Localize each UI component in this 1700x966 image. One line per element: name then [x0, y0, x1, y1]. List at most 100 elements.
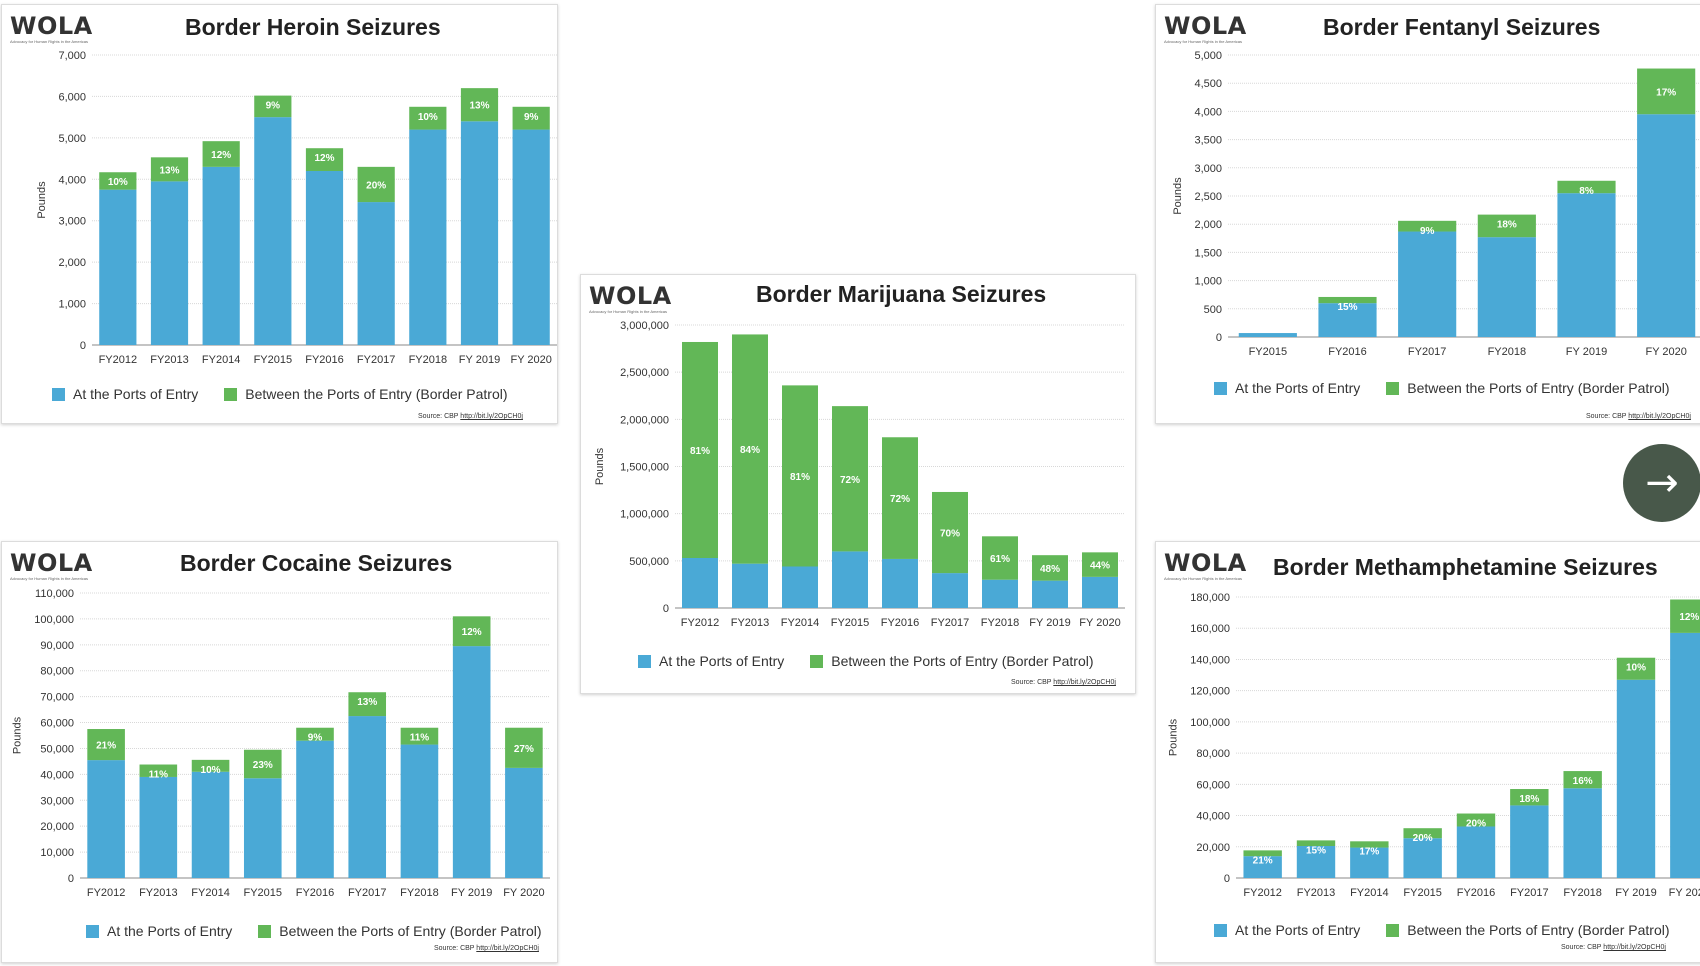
x-tick-label: FY 2019	[459, 354, 500, 366]
bar-between	[305, 148, 344, 171]
bar-data-label: 10%	[108, 177, 128, 188]
x-tick-label: FY2017	[357, 354, 396, 366]
y-tick-label: 160,000	[1190, 623, 1230, 635]
wola-logo: WOLA Advocacy for Human Rights in the Am…	[1164, 550, 1247, 581]
bar-between	[1032, 555, 1068, 581]
y-tick-label: 60,000	[1196, 779, 1230, 791]
source-prefix: Source: CBP	[1586, 413, 1627, 420]
source-link[interactable]: http://bit.ly/2OpCH0j	[460, 413, 523, 420]
bar-between	[254, 95, 292, 118]
source-link[interactable]: http://bit.ly/2OpCH0j	[476, 945, 539, 952]
legend-between: Between the Ports of Entry (Border Patro…	[1386, 922, 1670, 938]
legend-between-label: Between the Ports of Entry (Border Patro…	[279, 923, 542, 939]
bar-ports	[357, 202, 395, 345]
cocaine-chart-source: Source: CBP http://bit.ly/2OpCH0j	[434, 945, 539, 952]
bar-ports	[832, 551, 868, 608]
bar-ports	[452, 646, 491, 878]
next-slide-button[interactable]: →	[1623, 444, 1700, 522]
bar-ports	[512, 129, 550, 345]
source-link[interactable]: http://bit.ly/2OpCH0j	[1628, 413, 1691, 420]
bar-between	[460, 88, 499, 122]
wola-logo-text: WOLA	[10, 12, 93, 40]
bar-between	[348, 692, 387, 717]
bar-data-label: 20%	[1466, 819, 1486, 830]
bar-data-label: 9%	[266, 101, 281, 112]
y-tick-label: 0	[663, 603, 669, 615]
bar-ports	[409, 129, 447, 345]
bar-between	[1350, 841, 1389, 848]
bar-between	[191, 759, 230, 772]
x-tick-label: FY2015	[831, 617, 870, 629]
legend-ports-label: At the Ports of Entry	[107, 923, 233, 939]
bar-between	[243, 749, 282, 779]
heroin-chart-title: Border Heroin Seizures	[185, 14, 441, 40]
y-axis-label: Pounds	[1168, 718, 1180, 756]
meth-chart-card: 0 20,000 40,000 60,000 80,000 100,000 120,000 1…	[1155, 541, 1700, 963]
wola-logo-tagline: Advocacy for Human Rights in the America…	[10, 39, 89, 44]
bar-between	[682, 341, 718, 559]
bar-between	[1563, 771, 1602, 789]
cocaine-chart-title: Border Cocaine Seizures	[180, 550, 453, 576]
bar-between	[409, 106, 447, 130]
meth-chart-legend: At the Ports of Entry Between the Ports …	[1214, 922, 1670, 938]
bar-ports	[1510, 805, 1549, 878]
x-tick-label: FY2013	[139, 887, 178, 899]
bar-data-label: 81%	[790, 472, 810, 483]
x-tick-label: FY2016	[881, 617, 920, 629]
legend-between-swatch	[810, 654, 824, 668]
y-tick-label: 80,000	[40, 666, 74, 678]
y-tick-label: 4,000	[58, 174, 86, 186]
bar-ports	[1398, 231, 1457, 337]
bar-between	[202, 141, 240, 167]
y-tick-label: 7,000	[58, 50, 86, 62]
source-link[interactable]: http://bit.ly/2OpCH0j	[1053, 679, 1116, 686]
y-tick-label: 1,500,000	[620, 462, 669, 474]
bar-data-label: 13%	[159, 165, 179, 176]
x-tick-label: FY2014	[781, 617, 820, 629]
wola-logo-text: WOLA	[589, 282, 672, 310]
x-tick-label: FY2013	[150, 354, 189, 366]
marijuana-chart-legend: At the Ports of Entry Between the Ports …	[638, 653, 1094, 669]
y-tick-label: 4,500	[1194, 78, 1222, 90]
bar-ports	[1238, 333, 1297, 337]
wola-logo: WOLA Advocacy for Human Rights in the Am…	[589, 283, 672, 314]
bar-data-label: 18%	[1497, 220, 1517, 231]
bar-ports	[296, 740, 334, 878]
y-tick-label: 0	[68, 873, 74, 885]
y-tick-label: 40,000	[1196, 811, 1230, 823]
bar-between	[882, 437, 918, 559]
marijuana-chart-source: Source: CBP http://bit.ly/2OpCH0j	[1011, 679, 1116, 686]
bar-between	[732, 334, 768, 564]
y-tick-label: 180,000	[1190, 592, 1230, 604]
cocaine-chart-svg: 0 10,000 20,000 30,000 40,000 50,000 60,000 70,…	[12, 588, 550, 899]
legend-between: Between the Ports of Entry (Border Patro…	[258, 923, 542, 939]
bar-ports	[1082, 576, 1118, 608]
x-tick-label: FY2017	[931, 617, 970, 629]
bar-ports	[348, 716, 387, 878]
bar-ports	[1350, 847, 1389, 878]
source-prefix: Source: CBP	[1561, 944, 1602, 951]
bar-between	[296, 727, 334, 741]
bar-ports	[254, 117, 292, 346]
y-tick-label: 10,000	[40, 847, 74, 859]
bar-data-label: 15%	[1337, 302, 1357, 313]
legend-between: Between the Ports of Entry (Border Patro…	[224, 386, 508, 402]
x-tick-label: FY2013	[1297, 887, 1336, 899]
bar-between	[400, 727, 439, 745]
x-tick-label: FY 2019	[451, 887, 492, 899]
source-prefix: Source: CBP	[434, 945, 475, 952]
legend-ports-label: At the Ports of Entry	[659, 653, 785, 669]
fentanyl-chart-legend: At the Ports of Entry Between the Ports …	[1214, 380, 1670, 396]
bar-data-label: 9%	[524, 112, 539, 123]
bar-data-label: 20%	[1413, 833, 1433, 844]
legend-between-swatch	[1386, 923, 1400, 937]
bar-data-label: 84%	[740, 445, 760, 456]
bar-between	[150, 157, 189, 182]
y-tick-label: 1,500	[1194, 247, 1222, 259]
bar-ports	[782, 566, 818, 608]
legend-ports: At the Ports of Entry	[52, 386, 198, 402]
y-tick-label: 6,000	[58, 91, 86, 103]
y-tick-label: 4,000	[1194, 106, 1222, 118]
source-link[interactable]: http://bit.ly/2OpCH0j	[1603, 944, 1666, 951]
bar-data-label: 13%	[469, 101, 489, 112]
